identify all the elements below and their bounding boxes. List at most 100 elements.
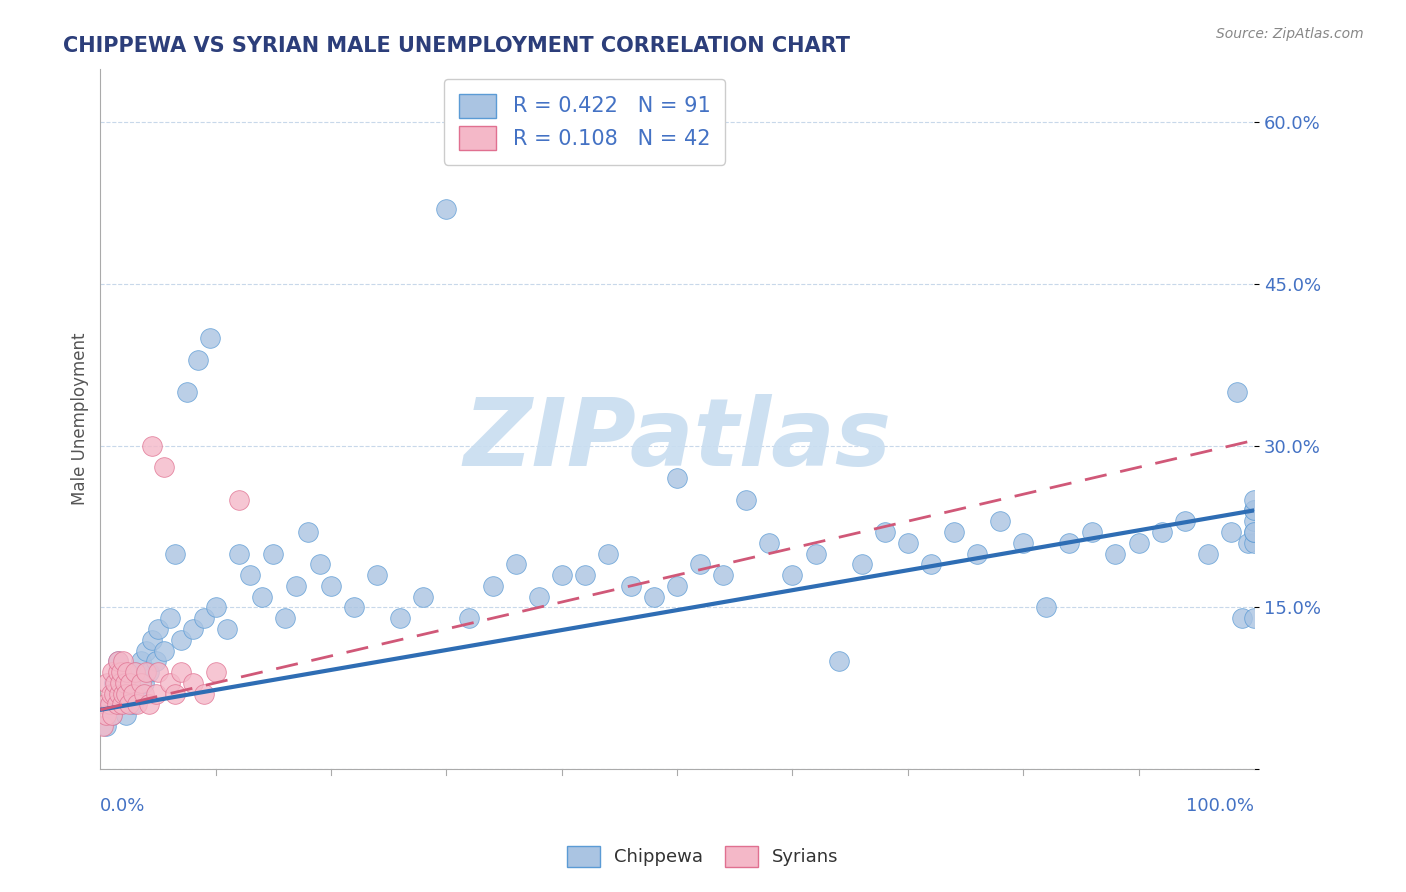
Point [1128, 535, 1150, 549]
Point [782, 568, 804, 582]
Point [101, 708, 124, 723]
Point [1081, 524, 1104, 539]
Point [204, 600, 226, 615]
Point [988, 514, 1011, 528]
Point [134, 676, 156, 690]
Point [159, 611, 181, 625]
Point [735, 492, 758, 507]
Point [308, 558, 330, 572]
Point [574, 568, 596, 582]
Point [204, 665, 226, 679]
Point [250, 590, 273, 604]
Point [873, 524, 896, 539]
Point [103, 687, 125, 701]
Point [1232, 611, 1254, 625]
Point [91, 719, 114, 733]
Point [145, 687, 167, 701]
Point [1243, 503, 1265, 517]
Point [94, 708, 117, 723]
Point [1012, 535, 1035, 549]
Point [104, 676, 127, 690]
Point [666, 471, 689, 485]
Point [103, 676, 125, 690]
Point [343, 600, 366, 615]
Point [118, 698, 141, 712]
Point [105, 698, 128, 712]
Point [135, 643, 157, 657]
Point [458, 611, 481, 625]
Point [176, 384, 198, 399]
Point [121, 687, 143, 701]
Point [193, 611, 215, 625]
Point [1104, 547, 1126, 561]
Point [596, 547, 619, 561]
Point [127, 687, 149, 701]
Point [111, 698, 134, 712]
Point [181, 676, 204, 690]
Text: Source: ZipAtlas.com: Source: ZipAtlas.com [1216, 27, 1364, 41]
Point [152, 460, 174, 475]
Point [1035, 600, 1057, 615]
Point [389, 611, 412, 625]
Point [285, 579, 308, 593]
Point [1059, 535, 1081, 549]
Text: CHIPPEWA VS SYRIAN MALE UNEMPLOYMENT CORRELATION CHART: CHIPPEWA VS SYRIAN MALE UNEMPLOYMENT COR… [63, 36, 851, 55]
Point [319, 579, 342, 593]
Point [412, 590, 434, 604]
Point [689, 558, 711, 572]
Point [666, 579, 689, 593]
Point [114, 676, 136, 690]
Point [165, 687, 187, 701]
Point [274, 611, 297, 625]
Point [1243, 524, 1265, 539]
Point [94, 719, 117, 733]
Point [165, 547, 187, 561]
Point [134, 687, 156, 701]
Point [107, 654, 129, 668]
Point [758, 535, 780, 549]
Point [198, 331, 221, 345]
Point [110, 665, 132, 679]
Point [920, 558, 942, 572]
Point [141, 632, 163, 647]
Point [1219, 524, 1241, 539]
Point [170, 665, 193, 679]
Point [1174, 514, 1197, 528]
Text: 0.0%: 0.0% [100, 797, 146, 815]
Point [101, 708, 124, 723]
Point [112, 687, 135, 701]
Point [98, 698, 121, 712]
Point [1225, 384, 1247, 399]
Point [127, 698, 149, 712]
Point [114, 687, 136, 701]
Point [170, 632, 193, 647]
Point [851, 558, 873, 572]
Point [146, 665, 169, 679]
Point [366, 568, 388, 582]
Point [942, 524, 965, 539]
Point [141, 439, 163, 453]
Point [108, 676, 131, 690]
Point [145, 654, 167, 668]
Point [1243, 535, 1265, 549]
Point [1237, 535, 1260, 549]
Point [112, 676, 135, 690]
Point [297, 524, 319, 539]
Point [966, 547, 988, 561]
Point [121, 698, 143, 712]
Point [187, 352, 209, 367]
Point [181, 622, 204, 636]
Point [138, 698, 160, 712]
Point [135, 665, 157, 679]
Point [1243, 524, 1265, 539]
Point [1150, 524, 1173, 539]
Legend: R = 0.422   N = 91, R = 0.108   N = 42: R = 0.422 N = 91, R = 0.108 N = 42 [444, 78, 725, 164]
Point [129, 676, 152, 690]
Point [124, 665, 146, 679]
Point [110, 698, 132, 712]
Point [527, 590, 550, 604]
Point [107, 687, 129, 701]
Point [115, 665, 138, 679]
Point [152, 643, 174, 657]
Point [98, 698, 121, 712]
